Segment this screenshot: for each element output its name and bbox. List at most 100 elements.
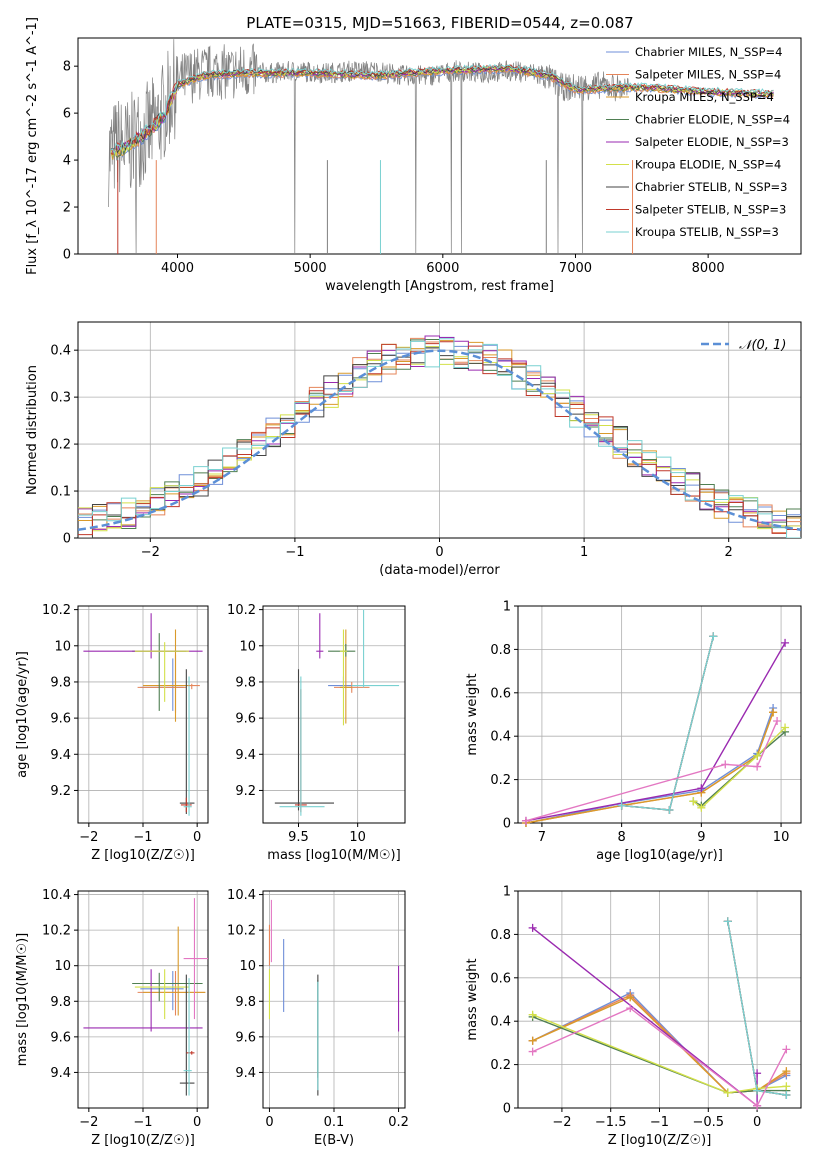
x-axis-label: (data-model)/error [379,563,500,578]
y-tick-label: 9.6 [50,1030,71,1045]
weight-series [621,636,714,811]
weight-marker [689,797,698,806]
x-tick-label: 7 [538,830,546,845]
error-bars [268,899,400,1096]
axes-frame [77,890,209,1109]
weight-lines [521,632,790,827]
y-tick-label: 0.6 [490,686,511,701]
weight-marker [773,717,782,726]
model-spectrum [110,65,774,158]
x-axis-label: Z [log10(Z/Z☉)] [608,1133,712,1148]
y-tick-label: 0.4 [490,730,511,745]
y-tick-label: 0 [503,817,511,832]
chart-massweight_vs_age: 7 8 9 10 0 0.2 0.4 0.6 0.8 1 age [log10(age/yr)] ma… [465,600,802,863]
x-tick-label: −1 [133,1115,152,1130]
x-tick-label: −1 [133,830,152,845]
weight-marker [721,760,730,769]
weight-series [532,1016,787,1094]
weight-series [525,642,786,822]
legend-entry: Chabrier ELODIE, N_SSP=4 [635,113,790,127]
x-tick-label: 9 [697,830,705,845]
reference-gaussian [78,349,801,532]
legend-entry: Kroupa ELODIE, N_SSP=4 [635,158,781,172]
weight-marker [665,805,674,814]
histogram-series [78,335,801,530]
weight-marker [697,803,706,812]
chart-massweight_vs_Z: −2 −1.5 −1 −0.5 0 0 0.2 0.4 0.6 0.8 1 Z [log10(Z/Z☉… [465,885,802,1148]
y-tick-label: 9.4 [50,748,71,763]
error-bars [83,613,203,816]
x-axis-label: Z [log10(Z/Z☉)] [91,1133,195,1148]
weight-lines [528,917,791,1110]
weight-marker [709,632,718,641]
legend-entry: Chabrier STELIB, N_SSP=3 [635,180,787,194]
y-tick-label: 0.2 [490,1058,511,1073]
y-tick-label: 0.8 [490,928,511,943]
x-tick-label: −2 [79,1115,98,1130]
y-axis-label: mass weight [465,673,480,755]
x-tick-label: 0.2 [388,1115,409,1130]
axes-frame [262,605,406,824]
model-spectrum [111,64,774,154]
x-axis-label: age [log10(age/yr)] [596,848,723,863]
y-tick-label: 0.1 [50,485,71,500]
x-tick-label: −1.5 [595,1115,627,1130]
y-tick-label: 10 [54,959,71,974]
x-axis-label: mass [log10(M/M☉)] [267,848,400,863]
weight-marker [753,751,762,760]
y-tick-label: 9.2 [50,784,71,799]
y-tick-label: 9.8 [50,995,71,1010]
weight-marker [528,923,537,932]
weight-marker [723,1088,732,1097]
axes-frame [77,605,209,824]
y-tick-label: 10.2 [42,924,71,939]
y-axis-label: mass weight [465,958,480,1040]
x-axis-label: E(B-V) [314,1133,354,1148]
observed-spectrum [108,39,629,254]
x-tick-label: −1 [650,1115,669,1130]
y-tick-label: 10.2 [227,603,256,618]
y-tick-label: 0.3 [50,391,71,406]
x-tick-label: 2 [725,545,733,560]
figure-title: PLATE=0315, MJD=51663, FIBERID=0544, z=0… [246,14,633,32]
legend-entry: Kroupa MILES, N_SSP=4 [635,90,774,104]
x-tick-label: −2 [552,1115,571,1130]
y-tick-label: 10 [239,959,256,974]
y-tick-label: 0.6 [490,971,511,986]
x-tick-label: 8 [617,830,625,845]
weight-marker [753,1086,762,1095]
x-tick-label: 4000 [161,261,194,276]
y-tick-label: 10 [54,639,71,654]
weight-marker [781,638,790,647]
y-tick-label: 9.2 [235,784,256,799]
x-tick-label: −2 [141,545,160,560]
y-tick-label: 0.2 [490,773,511,788]
x-tick-label: 0 [753,1115,761,1130]
weight-marker [753,762,762,771]
y-tick-label: 9.6 [235,1030,256,1045]
y-axis-label: age [log10(age/yr)] [15,651,30,778]
y-axis-label: Flux [f_λ 10^-17 erg cm^-2 s^-1 A^-1] [25,17,40,275]
y-axis-label: Normed distribution [25,365,40,495]
legend-entry: 𝒩(0, 1) [739,338,786,353]
x-tick-label: −2 [79,830,98,845]
y-tick-label: 10.4 [227,888,256,903]
weight-marker [769,708,778,717]
y-tick-label: 10.2 [227,924,256,939]
y-tick-label: 0.2 [50,438,71,453]
weight-marker [528,1010,537,1019]
y-tick-label: 10.2 [42,603,71,618]
legend-entry: Salpeter ELODIE, N_SSP=3 [635,135,789,149]
x-tick-label: 6000 [426,261,459,276]
x-tick-label: 0.1 [324,1115,345,1130]
y-tick-label: 10.4 [42,888,71,903]
y-tick-label: 0.4 [490,1015,511,1030]
weight-marker [697,784,706,793]
y-tick-label: 0.4 [50,344,71,359]
chart-mass_vs_Z: −2 −1 0 9.4 9.6 9.8 10 10.2 10.4 Z [log10(Z/Z☉)] m… [15,888,209,1148]
error-bars [83,898,208,1096]
axes-frame [77,321,802,539]
y-tick-label: 0 [503,1102,511,1117]
axes-frame [517,890,802,1109]
